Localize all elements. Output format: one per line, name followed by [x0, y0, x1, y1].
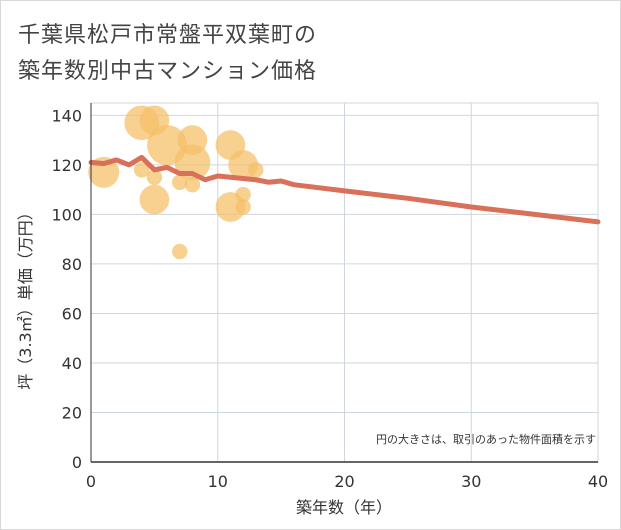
- y-tick-label: 140: [51, 106, 82, 125]
- x-tick-label: 30: [461, 472, 481, 491]
- data-bubble: [146, 169, 163, 186]
- data-bubble: [235, 199, 251, 215]
- y-tick-label: 80: [62, 255, 82, 274]
- data-bubble: [235, 186, 251, 203]
- data-bubble: [184, 176, 201, 193]
- y-tick-label: 100: [51, 205, 82, 224]
- y-axis-label: 坪（3.3㎡）単価（万円）: [16, 204, 35, 389]
- axis-layer: 0 20 40 60 80 100 120 140 0 10 20 30 40: [51, 103, 608, 491]
- chart-title-line-2: 築年数別中古マンション価格: [18, 59, 318, 84]
- trend-layer: [88, 154, 601, 225]
- x-tick-label: 0: [86, 472, 96, 491]
- y-tick-label: 20: [62, 403, 82, 422]
- trend-line: [88, 154, 601, 225]
- x-axis-label: 築年数（年）: [296, 498, 392, 517]
- y-tick-label: 40: [62, 354, 82, 373]
- bubble-size-note: 円の大きさは、取引のあった物件面積を示す: [376, 432, 596, 446]
- y-tick-label: 120: [51, 156, 82, 175]
- data-bubble: [171, 243, 188, 260]
- x-tick-label: 40: [588, 472, 608, 491]
- bubble-layer: [88, 105, 264, 260]
- data-bubble: [248, 162, 264, 178]
- data-bubble: [139, 184, 170, 215]
- y-tick-label: 60: [62, 304, 82, 323]
- chart-title-line-1: 千葉県松戸市常盤平双葉町の: [18, 23, 318, 48]
- data-bubble: [133, 162, 150, 178]
- y-tick-label: 0: [72, 453, 82, 472]
- data-bubble: [171, 174, 188, 190]
- x-tick-label: 10: [208, 472, 228, 491]
- x-tick-label: 20: [334, 472, 354, 491]
